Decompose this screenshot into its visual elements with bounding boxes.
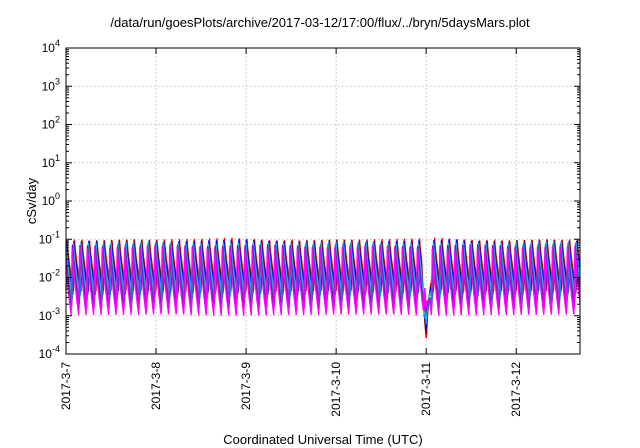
- x-tick-label: 2017-3-11: [419, 362, 433, 416]
- x-tick-labels: 2017-3-7 2017-3-8 2017-3-9 2017-3-10 2017-3-…: [59, 362, 523, 417]
- x-tick-label: 2017-3-10: [329, 362, 343, 417]
- y-tick-label: 10-4: [39, 344, 60, 361]
- y-axis-label: cSv/day: [24, 177, 39, 224]
- y-tick-labels: 10-4 10-3 10-2 10-1 100 101 102 103 104: [39, 38, 60, 361]
- x-tick-label: 2017-3-12: [509, 362, 523, 417]
- y-tick-label: 100: [42, 191, 60, 208]
- y-tick-label: 10-3: [39, 306, 60, 323]
- series-layer: [65, 237, 581, 339]
- tick-layer: [65, 47, 580, 355]
- series-line: [65, 245, 581, 317]
- y-tick-label: 10-1: [39, 229, 60, 246]
- grid-layer: [66, 48, 580, 354]
- chart-title: /data/run/goesPlots/archive/2017-03-12/1…: [110, 15, 530, 30]
- x-tick-label: 2017-3-7: [59, 362, 73, 410]
- y-tick-label: 104: [42, 38, 60, 55]
- y-tick-label: 102: [42, 115, 60, 132]
- x-tick-label: 2017-3-8: [149, 362, 163, 410]
- y-tick-label: 103: [42, 76, 60, 93]
- y-tick-label: 10-2: [39, 268, 60, 285]
- x-tick-label: 2017-3-9: [239, 362, 253, 410]
- x-axis-label: Coordinated Universal Time (UTC): [223, 432, 422, 447]
- y-tick-label: 101: [42, 153, 60, 170]
